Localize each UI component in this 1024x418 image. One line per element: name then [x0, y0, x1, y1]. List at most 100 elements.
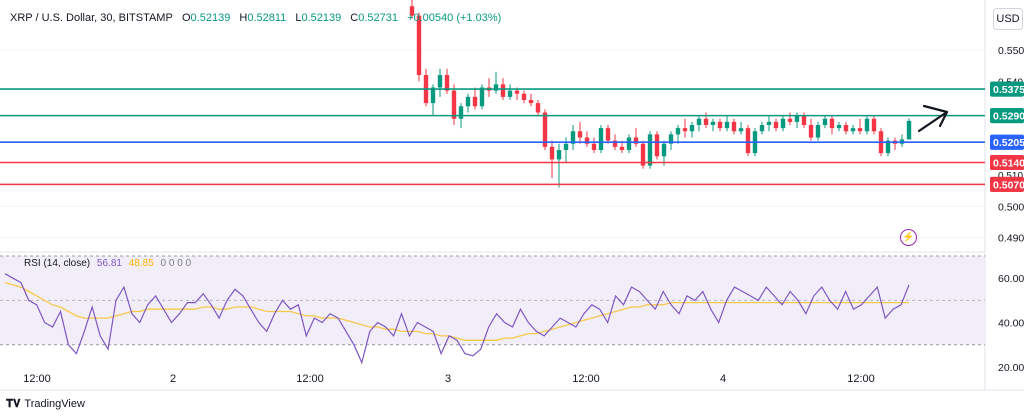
candle-body — [577, 131, 583, 138]
level-label-bg — [990, 155, 1024, 170]
candle-body — [822, 118, 828, 125]
candle-body — [808, 125, 814, 138]
candle-body — [619, 146, 625, 150]
candle-body — [479, 87, 485, 107]
candle-body — [717, 121, 723, 129]
candle-body — [696, 118, 702, 125]
candle-body — [535, 103, 541, 113]
candle-body — [640, 143, 646, 166]
close-value: 0.52731 — [358, 12, 399, 24]
candle-body — [787, 118, 793, 122]
time-tick-label: 12:00 — [23, 373, 51, 385]
symbol-header: XRP / U.S. Dollar, 30, BITSTAMP O0.52139… — [10, 12, 507, 24]
candle-body — [773, 121, 779, 129]
rsi-tick-label: 40.00 — [998, 318, 1024, 330]
rsi-tick-label: 20.00 — [998, 362, 1024, 374]
flash-icon[interactable]: ⚡ — [900, 229, 917, 246]
candle-body — [430, 87, 436, 104]
candle-body — [689, 125, 695, 132]
candle-body — [906, 120, 912, 140]
up-right-arrow-icon — [917, 104, 949, 133]
candle-body — [801, 115, 807, 125]
candle-body — [626, 137, 632, 150]
candle-body — [633, 137, 639, 144]
tradingview-logo-icon: 𝐓𝐕 — [6, 398, 21, 410]
low-value: 0.52139 — [301, 12, 342, 24]
candle-body — [766, 121, 772, 125]
level-label: 0.5290 — [993, 111, 1024, 123]
high-value: 0.52811 — [247, 12, 287, 24]
candle-body — [724, 121, 730, 129]
candle-body — [514, 90, 520, 94]
candle-body — [556, 150, 562, 160]
rsi-header: RSI (14, close) 56.81 48.85 0 0 0 0 — [24, 258, 191, 269]
candle-body — [465, 96, 471, 107]
candle-body — [885, 140, 891, 154]
candle-body — [731, 121, 737, 132]
candle-body — [850, 128, 856, 132]
high-label: H — [239, 12, 248, 24]
candle-body — [570, 131, 576, 144]
level-label: 0.5375 — [993, 84, 1024, 96]
candle-body — [682, 128, 688, 132]
rsi-zeros: 0 0 0 0 — [160, 258, 192, 269]
time-tick-label: 3 — [445, 373, 451, 385]
candle-body — [542, 112, 548, 147]
currency-button[interactable]: USD — [993, 8, 1023, 30]
candle-body — [871, 118, 877, 132]
rsi-label: RSI (14, close) — [24, 258, 91, 269]
rsi-line — [4, 273, 910, 365]
rsi-ma-value: 48.85 — [128, 258, 154, 269]
change-value: +0.00540 (+1.03%) — [407, 12, 502, 24]
candle-body — [794, 115, 800, 122]
candle-body — [857, 128, 863, 132]
candle-body — [507, 90, 513, 97]
level-label: 0.5205 — [993, 137, 1024, 149]
symbol-title: XRP / U.S. Dollar, 30, BITSTAMP — [10, 12, 173, 24]
rsi-tick-label: 60.00 — [998, 273, 1024, 285]
time-tick-label: 12:00 — [296, 373, 324, 385]
candle-body — [493, 84, 499, 91]
candle-body — [815, 125, 821, 138]
candle-body — [584, 137, 590, 144]
candle-body — [703, 118, 709, 125]
open-value: 0.52139 — [190, 12, 231, 24]
candle-body — [437, 75, 443, 88]
rsi-value: 56.81 — [96, 258, 122, 269]
price-tick-label: 0.510 — [998, 171, 1023, 182]
candle-body — [675, 128, 681, 135]
candle-body — [605, 128, 611, 141]
time-tick-label: 2 — [170, 373, 176, 385]
low-label: L — [295, 12, 302, 24]
candle-body — [521, 93, 527, 100]
candle-body — [647, 134, 653, 166]
candle-body — [472, 96, 478, 107]
open-label: O — [181, 12, 191, 24]
candle-body — [528, 100, 534, 104]
candle-body — [738, 128, 744, 132]
level-label: 0.5140 — [993, 158, 1024, 170]
candle-body — [598, 128, 604, 150]
candle-body — [451, 90, 457, 119]
candle-body — [549, 146, 555, 160]
candle-body — [458, 106, 464, 119]
candle-body — [563, 143, 569, 150]
candle-body — [654, 134, 660, 157]
level-label: 0.5070 — [993, 179, 1024, 191]
candle-body — [591, 143, 597, 150]
candle-body — [780, 118, 786, 129]
brand[interactable]: 𝐓𝐕 TradingView — [6, 398, 85, 411]
candle-body — [409, 6, 415, 16]
candle-body — [612, 140, 618, 147]
candle-body — [668, 134, 674, 144]
close-label: C — [350, 12, 359, 24]
candle-body — [444, 75, 450, 91]
candle-body — [843, 125, 849, 132]
candle-body — [710, 121, 716, 125]
level-label-bg — [990, 108, 1024, 124]
candle-body — [661, 143, 667, 157]
